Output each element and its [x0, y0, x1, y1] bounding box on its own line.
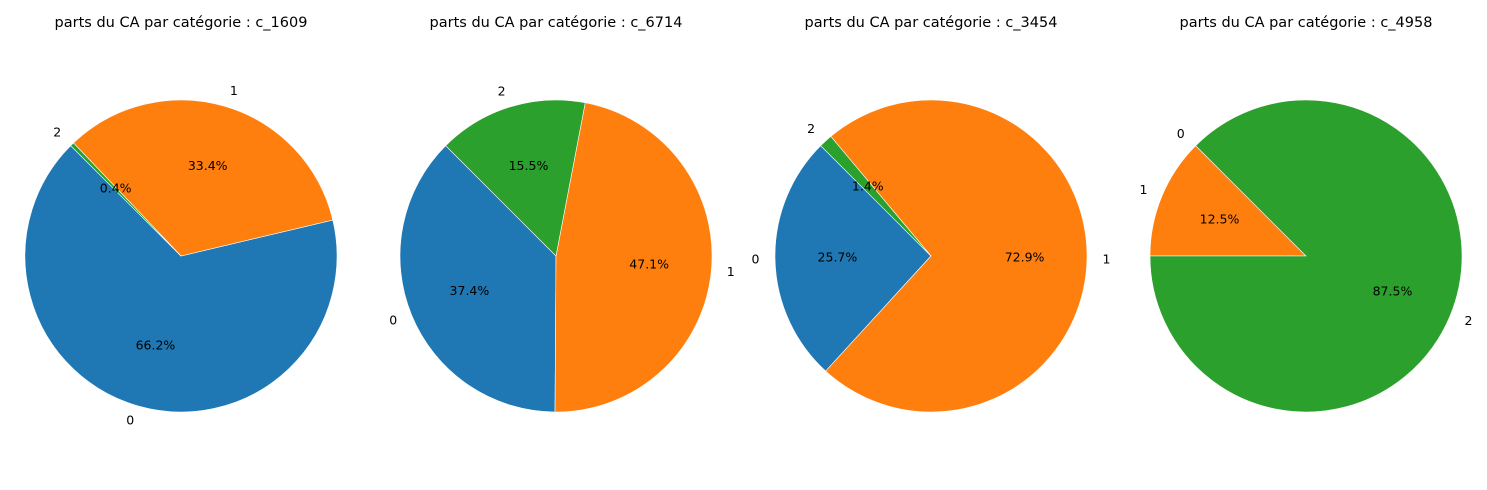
pie-slice-2 [820, 136, 932, 257]
slice-label-0: 0 [389, 313, 397, 328]
slice-percent-2: 87.5% [1373, 283, 1413, 298]
slice-percent-0: 66.2% [136, 338, 176, 353]
slice-percent-1: 47.1% [629, 257, 669, 272]
slice-label-0: 0 [751, 251, 759, 266]
slice-percent-2: 1.4% [852, 178, 884, 193]
slice-percent-2: 0.4% [100, 180, 132, 195]
slice-percent-2: 15.5% [509, 158, 549, 173]
slice-label-1: 1 [727, 264, 735, 279]
chart-title: parts du CA par catégorie : c_4958 [1180, 15, 1433, 31]
pie-slice-1 [554, 102, 713, 413]
slice-label-2: 2 [53, 125, 61, 140]
pie-slice-2 [1149, 99, 1463, 413]
slice-label-1: 1 [230, 83, 238, 98]
slice-label-2: 2 [498, 83, 506, 98]
chart-title: parts du CA par catégorie : c_1609 [55, 15, 308, 31]
pie-slice-0 [774, 145, 932, 372]
slice-percent-0: 25.7% [818, 250, 858, 265]
pie-chart-2: parts du CA par catégorie : c_6714 0 37.4%… [389, 15, 735, 413]
chart-title: parts du CA par catégorie : c_6714 [430, 15, 683, 31]
slice-percent-1: 33.4% [188, 158, 228, 173]
pie-slice-0 [24, 145, 338, 413]
slice-label-2: 2 [1465, 313, 1473, 328]
pie-slice-1 [73, 99, 334, 257]
pie-slice-2 [70, 142, 182, 257]
pie-slice-1 [825, 99, 1088, 413]
pie-slice-1 [1149, 145, 1307, 257]
slice-percent-1: 12.5% [1200, 212, 1240, 227]
slice-label-1: 1 [1103, 251, 1111, 266]
slice-label-1: 1 [1140, 182, 1148, 197]
pie-slice-0 [399, 145, 557, 413]
slice-percent-1: 72.9% [1005, 250, 1045, 265]
slice-label-0: 0 [126, 413, 134, 428]
pie-chart-4: parts du CA par catégorie : c_495800.0%1… [1140, 15, 1473, 413]
pie-chart-1: parts du CA par catégorie : c_1609 0 66.2%… [24, 15, 338, 428]
pie-chart-3: parts du CA par catégorie : c_3454 0 25.7%… [751, 15, 1111, 413]
slice-label-2: 2 [807, 121, 815, 136]
slice-label-0: 0 [1177, 126, 1185, 141]
pie-slice-2 [445, 99, 586, 257]
chart-title: parts du CA par catégorie : c_3454 [805, 15, 1058, 31]
slice-percent-0: 37.4% [450, 283, 490, 298]
